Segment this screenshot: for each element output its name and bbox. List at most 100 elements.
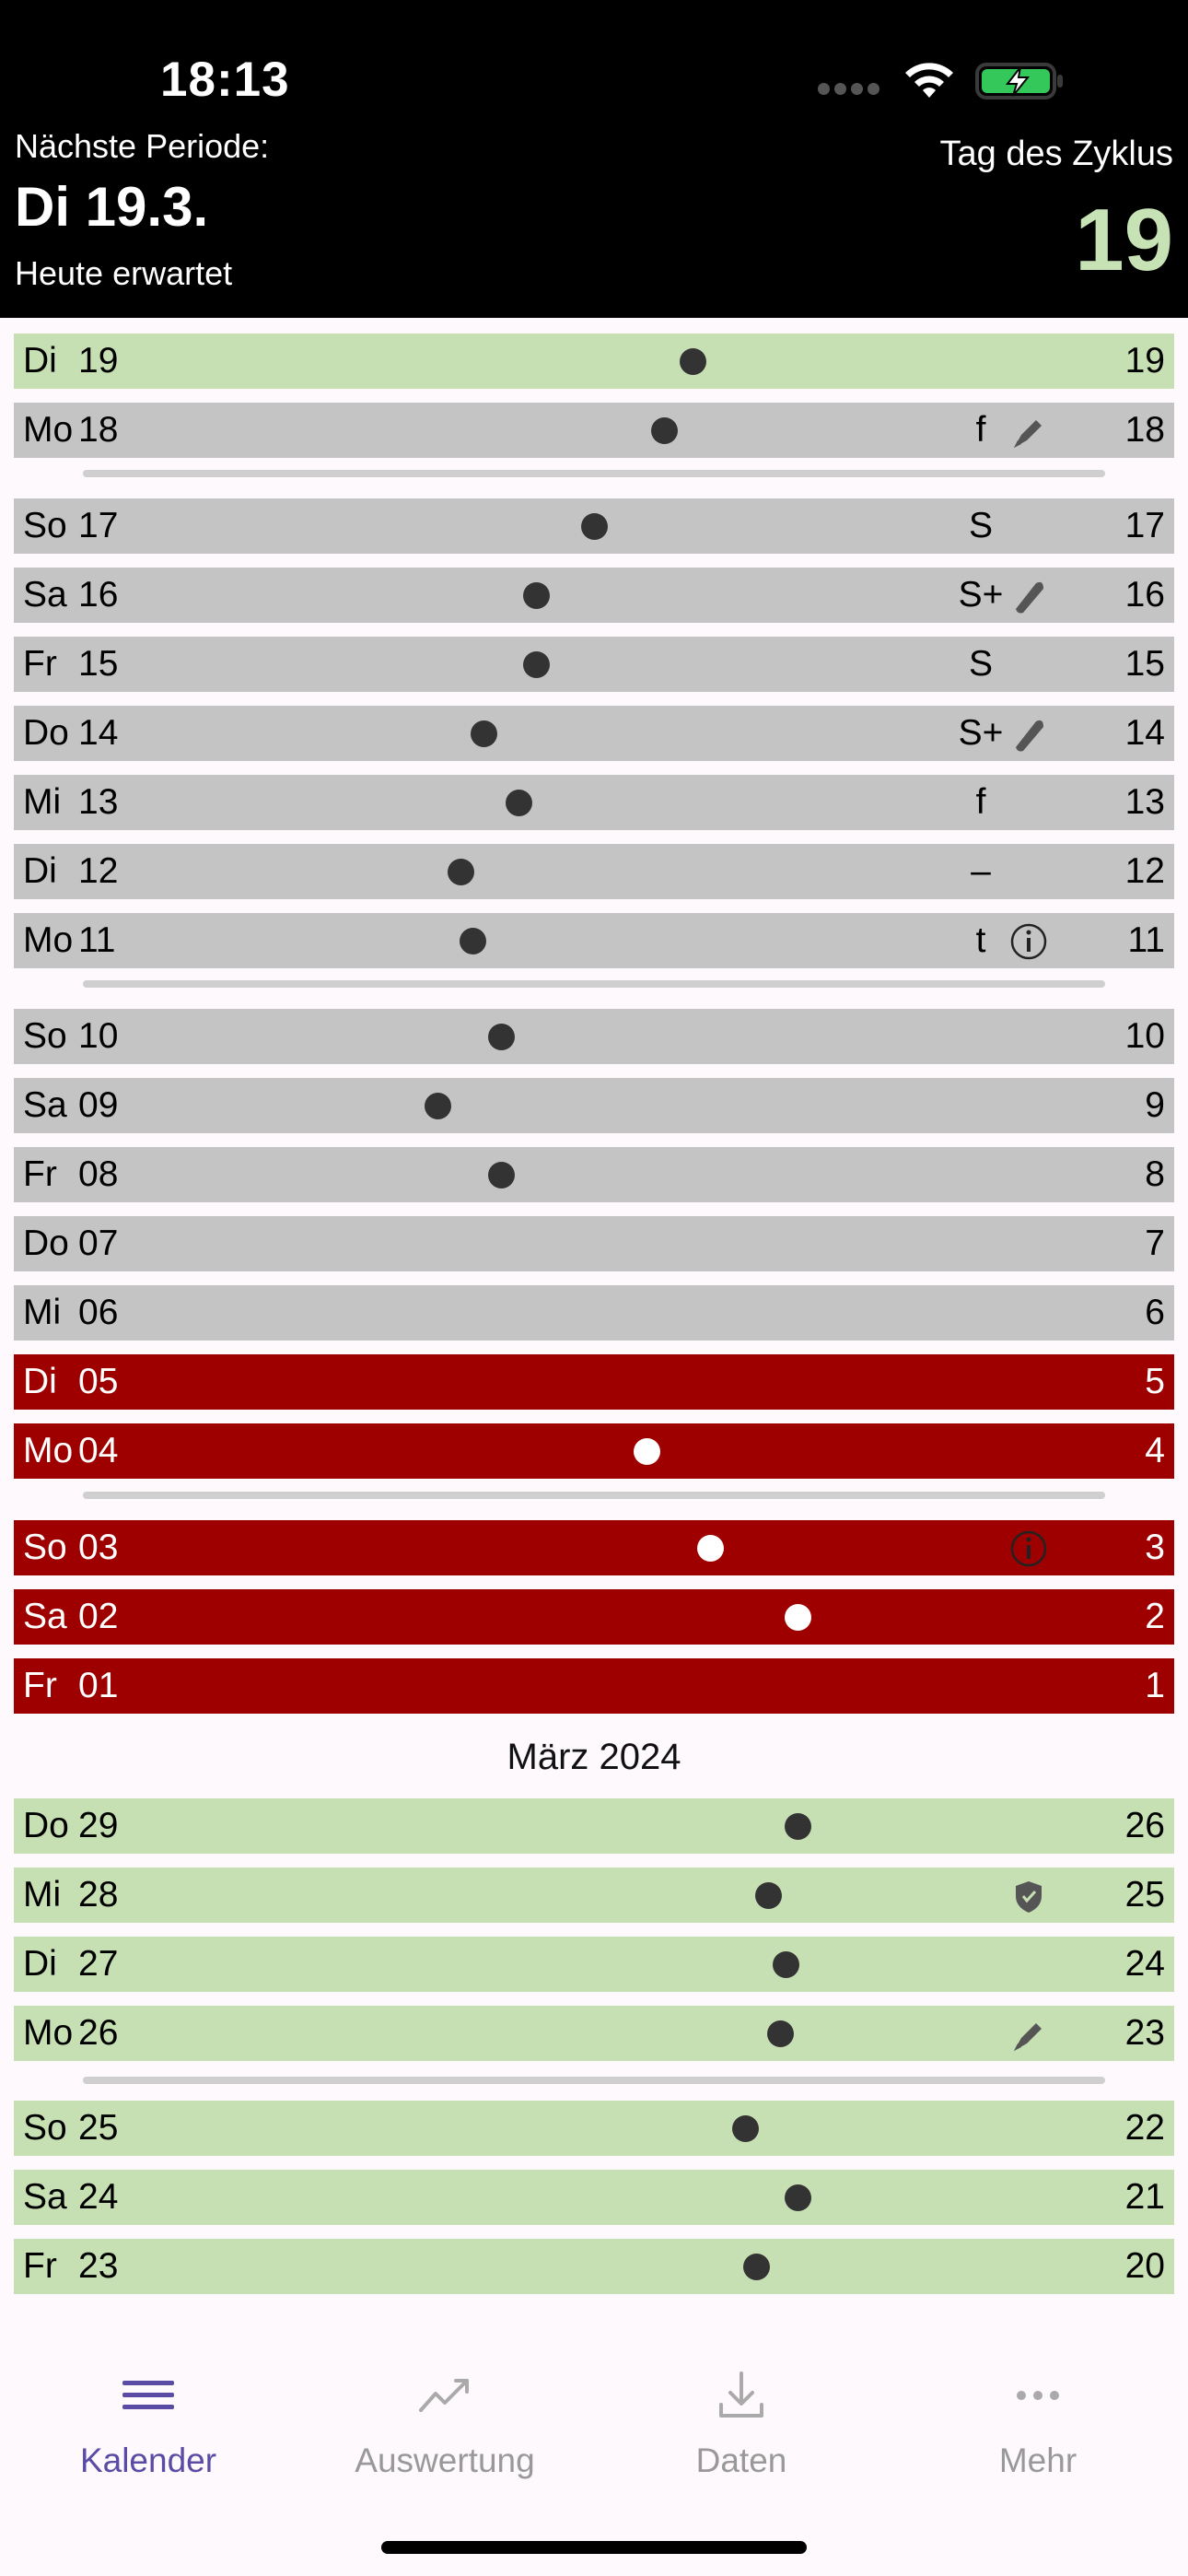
temperature-dot	[680, 348, 707, 375]
temperature-dot	[506, 790, 533, 816]
calendar-row[interactable]: So 17 S 17	[14, 498, 1174, 554]
cycle-day: 20	[1124, 2246, 1165, 2286]
info-icon	[1008, 1528, 1049, 1569]
temperature-dot	[581, 513, 608, 540]
calendar-row[interactable]: Mi 13 f 13	[14, 775, 1174, 830]
weekday: So	[23, 1528, 67, 1567]
calendar-row[interactable]: Do 14 S+ 14	[14, 706, 1174, 761]
next-period-label: Nächste Periode:	[15, 127, 270, 165]
calendar-row[interactable]: Fr 01 1	[14, 1658, 1174, 1714]
cycle-day: 24	[1124, 1944, 1165, 1984]
tampon-icon	[1008, 576, 1049, 616]
calendar-row[interactable]: Fr 23 20	[14, 2239, 1174, 2294]
calendar-row[interactable]: Di 12 – 12	[14, 844, 1174, 899]
day-number: 01	[78, 1666, 119, 1705]
week-separator	[83, 2077, 1105, 2084]
cervical-mucus-mark: t	[975, 920, 986, 960]
chart-icon	[419, 2379, 469, 2412]
tampon-icon	[1008, 714, 1049, 755]
cycle-day: 17	[1124, 506, 1165, 545]
calendar-list[interactable]: Di 19 19 Mo 18 f 18 So 17 S 17 Sa 16 S+ 16 Fr 15 S 15 Do 14 S…	[0, 318, 1188, 2322]
download-icon	[719, 2371, 763, 2418]
day-number: 09	[78, 1085, 119, 1125]
calendar-row[interactable]: Mi 06 6	[14, 1285, 1174, 1341]
calendar-row[interactable]: Sa 24 21	[14, 2170, 1174, 2225]
menu-icon	[122, 2381, 174, 2409]
calendar-row[interactable]: Mo 11 t 11	[14, 913, 1174, 968]
next-period-date: Di 19.3.	[15, 176, 209, 238]
temperature-dot	[784, 1813, 811, 1840]
day-number: 17	[78, 506, 119, 545]
calendar-row[interactable]: Fr 15 S 15	[14, 637, 1174, 692]
cycle-day: 6	[1145, 1293, 1165, 1332]
cycle-day: 13	[1124, 782, 1165, 822]
day-number: 23	[78, 2246, 119, 2286]
week-separator	[83, 470, 1105, 477]
calendar-row[interactable]: Sa 02 2	[14, 1589, 1174, 1645]
weekday: Mi	[23, 1875, 62, 1914]
calendar-row[interactable]: Do 07 7	[14, 1216, 1174, 1271]
calendar-row[interactable]: Sa 09 9	[14, 1078, 1174, 1133]
temperature-dot	[755, 1882, 782, 1909]
temperature-dot	[523, 651, 550, 678]
cycle-day: 14	[1124, 713, 1165, 753]
temperature-dot	[697, 1535, 724, 1562]
calendar-row[interactable]: Mo 26 23	[14, 2006, 1174, 2061]
calendar-row[interactable]: Do 29 26	[14, 1798, 1174, 1854]
weekday: Sa	[23, 1085, 67, 1125]
weekday: Do	[23, 713, 69, 753]
weekday: So	[23, 2108, 67, 2148]
home-indicator	[381, 2541, 807, 2554]
shield-icon	[1008, 1876, 1049, 1916]
day-number: 08	[78, 1154, 119, 1194]
day-number: 02	[78, 1597, 119, 1636]
calendar-row[interactable]: Sa 16 S+ 16	[14, 568, 1174, 623]
calendar-row[interactable]: Di 05 5	[14, 1354, 1174, 1410]
cycle-day-label: Tag des Zyklus	[939, 135, 1173, 173]
week-separator	[83, 980, 1105, 988]
day-number: 27	[78, 1944, 119, 1984]
weekday: Mi	[23, 782, 62, 822]
temperature-dot	[424, 1093, 451, 1119]
cycle-day: 1	[1145, 1666, 1165, 1705]
calendar-row[interactable]: Fr 08 8	[14, 1147, 1174, 1202]
cycle-day: 10	[1124, 1016, 1165, 1056]
tab-auswertung[interactable]: Auswertung	[297, 2349, 593, 2506]
signal-icon	[818, 83, 884, 100]
temperature-dot	[650, 417, 678, 444]
cycle-day: 4	[1145, 1431, 1165, 1470]
tab-daten[interactable]: Daten	[593, 2349, 890, 2506]
temperature-dot	[633, 1438, 660, 1465]
cervical-mucus-mark: f	[975, 782, 986, 822]
cycle-day: 19	[1124, 341, 1165, 381]
next-period-subtitle: Heute erwartet	[15, 254, 233, 292]
cervical-mucus-mark: f	[975, 410, 986, 450]
weekday: Do	[23, 1224, 69, 1263]
weekday: Di	[23, 1944, 57, 1984]
temperature-dot	[459, 928, 486, 954]
calendar-row[interactable]: Mo 04 4	[14, 1423, 1174, 1479]
temperature-dot	[766, 2020, 794, 2047]
day-number: 15	[78, 644, 119, 684]
weekday: Di	[23, 1362, 57, 1401]
temperature-dot	[772, 1951, 799, 1978]
status-icons	[818, 55, 1085, 105]
calendar-row[interactable]: So 03 3	[14, 1520, 1174, 1575]
calendar-row[interactable]: So 10 10	[14, 1009, 1174, 1064]
cycle-day: 26	[1124, 1806, 1165, 1845]
calendar-row[interactable]: Di 27 24	[14, 1937, 1174, 1992]
calendar-row[interactable]: Di 19 19	[14, 334, 1174, 389]
cervical-mucus-mark: –	[971, 851, 991, 891]
header: 18:13 Nächste Periode: Di 19.3. Heute er…	[0, 0, 1188, 318]
day-number: 18	[78, 410, 119, 450]
month-label: März 2024	[507, 1737, 681, 1777]
temperature-dot	[488, 1162, 516, 1188]
cycle-day: 3	[1145, 1528, 1165, 1567]
tab-kalender[interactable]: Kalender	[0, 2349, 297, 2506]
cycle-day: 2	[1145, 1597, 1165, 1636]
calendar-row[interactable]: Mi 28 25	[14, 1868, 1174, 1923]
calendar-row[interactable]: Mo 18 f 18	[14, 403, 1174, 458]
tab-mehr[interactable]: Mehr	[890, 2349, 1186, 2506]
calendar-row[interactable]: So 25 22	[14, 2101, 1174, 2156]
tab-label: Mehr	[998, 2441, 1077, 2479]
